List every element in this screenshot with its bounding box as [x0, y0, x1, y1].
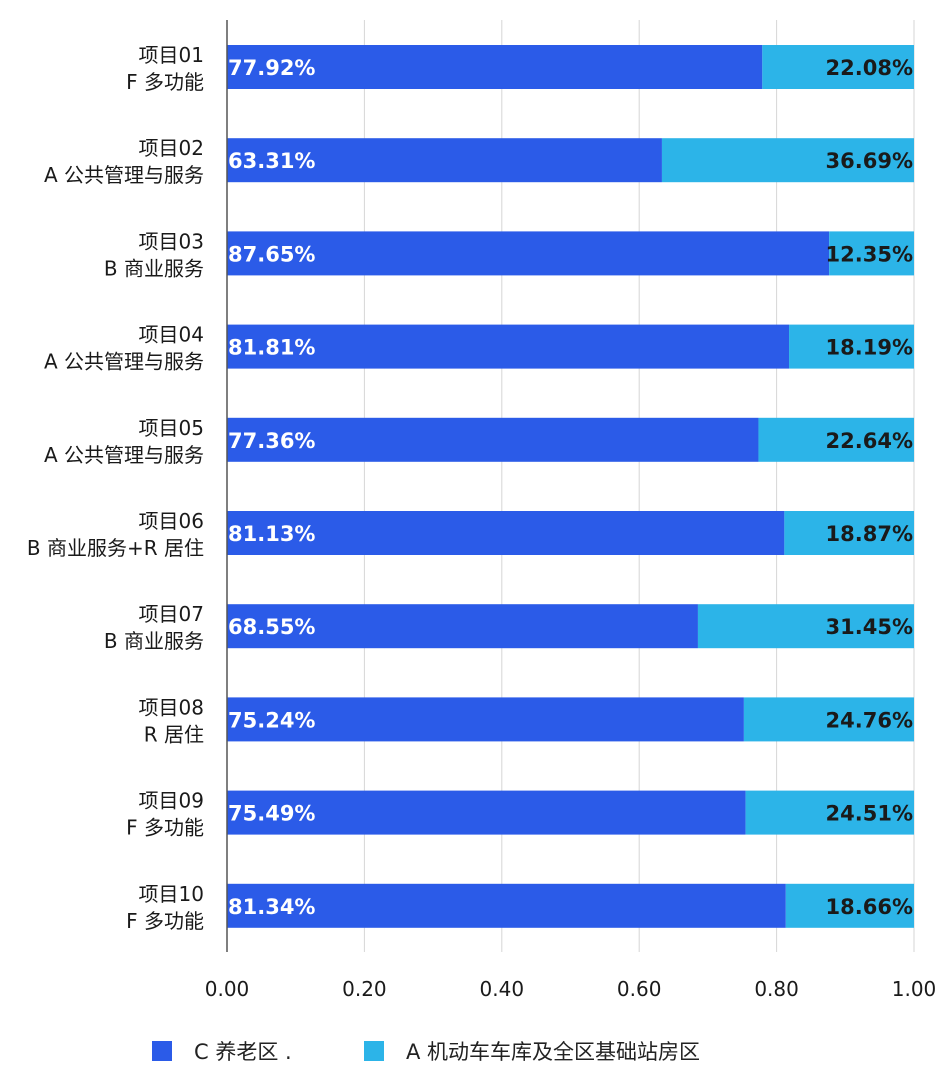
data-label-series-1: 81.13% — [228, 522, 315, 546]
data-label-series-2: 22.08% — [826, 56, 913, 80]
bar-segment-series-2 — [762, 45, 914, 89]
category-label-line-1: 项目09 — [139, 789, 204, 813]
category-label-line-1: 项目06 — [139, 509, 204, 533]
x-tick-label: 0.60 — [617, 977, 662, 1001]
legend-label-series-2: A 机动车车库及全区基础站房区 — [406, 1040, 701, 1064]
bar-segment-series-1 — [227, 604, 698, 649]
data-label-series-2: 12.35% — [826, 242, 913, 266]
data-label-series-1: 87.65% — [228, 242, 315, 266]
data-label-series-2: 18.19% — [826, 336, 913, 360]
x-tick-label: 0.40 — [480, 977, 525, 1001]
category-label-line-1: 项目10 — [139, 882, 204, 906]
data-label-series-1: 81.34% — [228, 895, 315, 919]
bar-segment-series-1 — [227, 511, 785, 555]
x-tick-label: 1.00 — [892, 977, 937, 1001]
bar-segment-series-1 — [227, 45, 763, 89]
category-label-line-1: 项目04 — [139, 323, 204, 347]
legend-item-series-2: A 机动车车库及全区基础站房区 — [364, 1036, 700, 1066]
category-label-line-1: 项目07 — [139, 602, 204, 626]
category-label-line-2: B 商业服务 — [104, 256, 204, 280]
bar-segment-series-1 — [227, 790, 746, 835]
category-label-line-2: B 商业服务 — [104, 629, 204, 653]
data-label-series-1: 81.81% — [228, 336, 315, 360]
category-label-line-1: 项目02 — [139, 136, 204, 160]
category-label-line-2: F 多功能 — [126, 70, 204, 94]
category-label-line-1: 项目01 — [139, 43, 204, 67]
data-label-series-1: 75.49% — [228, 802, 315, 826]
category-label-line-2: R 居住 — [144, 722, 204, 746]
category-label-line-2: A 公共管理与服务 — [44, 350, 204, 374]
category-label-line-2: F 多功能 — [126, 816, 204, 840]
data-label-series-1: 77.36% — [228, 429, 315, 453]
x-tick-label: 0.80 — [754, 977, 799, 1001]
category-label-line-2: A 公共管理与服务 — [44, 443, 204, 467]
bar-segment-series-2 — [789, 324, 914, 369]
bar-segment-series-2 — [745, 790, 914, 835]
legend: C 养老区 . A 机动车车库及全区基础站房区 — [0, 1036, 952, 1076]
bar-segment-series-1 — [227, 417, 759, 462]
legend-label-series-1: C 养老区 . — [194, 1040, 292, 1064]
category-label-line-2: B 商业服务+R 居住 — [27, 536, 204, 560]
data-label-series-2: 18.66% — [826, 895, 913, 919]
data-label-series-1: 63.31% — [228, 149, 315, 173]
data-label-series-1: 68.55% — [228, 615, 315, 639]
bar-segment-series-2 — [784, 511, 914, 555]
category-label-line-2: F 多功能 — [126, 909, 204, 933]
bar-segment-series-2 — [785, 883, 914, 928]
data-label-series-2: 24.51% — [826, 802, 913, 826]
bar-segment-series-1 — [227, 138, 662, 183]
data-label-series-1: 77.92% — [228, 56, 315, 80]
bar-segment-series-1 — [227, 883, 786, 928]
bar-segment-series-1 — [227, 231, 830, 276]
bar-segment-series-1 — [227, 324, 790, 369]
legend-swatch-series-1 — [152, 1041, 172, 1061]
legend-swatch-series-2 — [364, 1041, 384, 1061]
stacked-bar-chart: 0.00 0.20 0.40 0.60 0.80 1.00 77.92% 22.08% 项目01… — [27, 20, 937, 1001]
data-label-series-2: 31.45% — [826, 615, 913, 639]
category-label-line-1: 项目03 — [139, 229, 204, 253]
data-label-series-2: 22.64% — [826, 429, 913, 453]
bar-segment-series-2 — [758, 417, 914, 462]
x-tick-label: 0.20 — [342, 977, 387, 1001]
x-tick-label: 0.00 — [205, 977, 250, 1001]
data-label-series-2: 18.87% — [826, 522, 913, 546]
data-label-series-1: 75.24% — [228, 708, 315, 732]
bar-segment-series-1 — [227, 697, 744, 742]
category-label-line-1: 项目05 — [139, 416, 204, 440]
bar-segment-series-2 — [661, 138, 914, 183]
category-label-line-1: 项目08 — [139, 695, 204, 719]
bar-segment-series-2 — [697, 604, 914, 649]
category-label-line-2: A 公共管理与服务 — [44, 163, 204, 187]
bar-segment-series-2 — [743, 697, 914, 742]
data-label-series-2: 24.76% — [826, 708, 913, 732]
data-label-series-2: 36.69% — [826, 149, 913, 173]
legend-item-series-1: C 养老区 . — [152, 1036, 292, 1066]
bar-segment-series-2 — [829, 231, 914, 276]
